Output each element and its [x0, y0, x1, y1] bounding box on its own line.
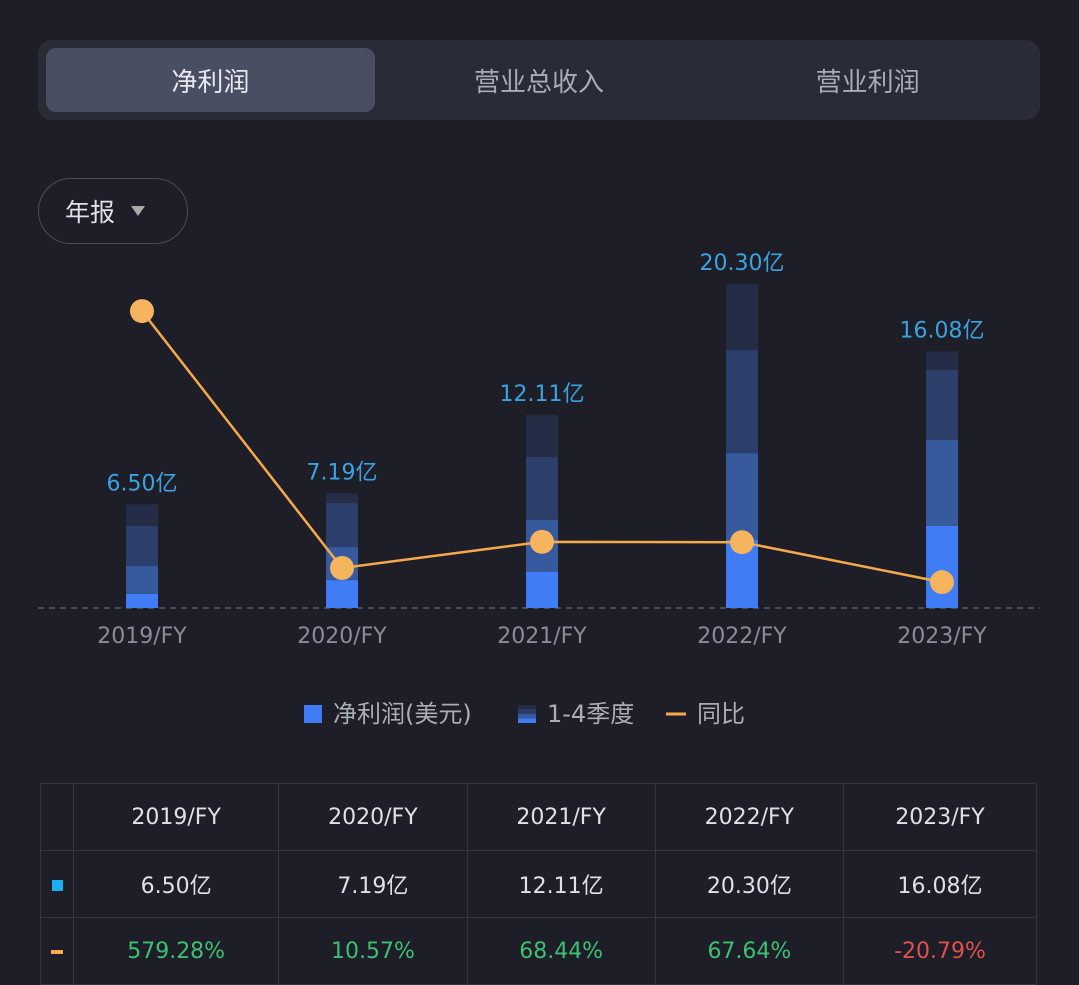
row-icon [51, 879, 63, 891]
x-tick-label: 2022/FY [697, 624, 787, 649]
table-cell: 16.08亿 [843, 850, 1037, 918]
bar-segment [126, 566, 158, 594]
table-row: 579.28% 10.57% 68.44% 67.64% -20.79% [40, 917, 1037, 985]
table-cell: 6.50亿 [72, 850, 280, 918]
data-table: 2019/FY 2020/FY 2021/FY 2022/FY 2023/FY 6.50亿… [40, 783, 1037, 985]
table-icon-cell [40, 850, 74, 918]
bar-segment [926, 439, 958, 526]
tab[interactable]: 营业利润 [815, 67, 920, 98]
bar-segment [126, 593, 158, 608]
table-header-cell: 2021/FY [466, 783, 656, 851]
legend-swatch [518, 709, 536, 714]
table-cell: 10.57% [278, 917, 468, 985]
legend-swatch [518, 705, 536, 710]
tab[interactable]: 营业总收入 [474, 67, 605, 98]
table-header-cell: 2020/FY [278, 783, 468, 851]
legend-swatch [518, 714, 536, 719]
bar-segment [326, 503, 358, 548]
total-label: 12.11亿 [500, 382, 585, 407]
table-cell: 7.19亿 [278, 850, 468, 918]
x-tick-label: 2020/FY [297, 624, 387, 649]
bar-segment [726, 350, 758, 454]
tab[interactable]: 净利润 [46, 48, 375, 112]
x-tick-label: 2019/FY [97, 624, 187, 649]
bar-segment [126, 525, 158, 567]
table-header-cell: 2019/FY [72, 783, 280, 851]
legend-swatch [518, 718, 536, 723]
table-icon-cell [40, 917, 74, 985]
x-tick-label: 2023/FY [897, 624, 987, 649]
x-tick-label: 2021/FY [497, 624, 587, 649]
legend-label: 净利润(美元) [333, 700, 472, 728]
bar-segment [526, 456, 558, 520]
legend: 净利润(美元) 1-4季度 同比 [304, 700, 745, 728]
bar-segment [926, 525, 958, 608]
total-label: 7.19亿 [307, 460, 378, 485]
tab-bar: 净利润 营业总收入 营业利润 [38, 40, 1040, 120]
legend-label: 1-4季度 [547, 700, 634, 728]
table-header-cell: 2023/FY [843, 783, 1037, 851]
yoy-point [930, 570, 954, 595]
legend-label: 同比 [697, 700, 745, 728]
total-label: 6.50亿 [107, 471, 178, 496]
table-header: 2019/FY 2020/FY 2021/FY 2022/FY 2023/FY [40, 783, 1037, 851]
table-header-cell: 2022/FY [654, 783, 845, 851]
table-cell: -20.79% [843, 917, 1037, 985]
bar-segment [326, 580, 358, 608]
total-label: 20.30亿 [700, 251, 785, 276]
dropdown-label: 年报 [65, 198, 116, 227]
yoy-point [130, 299, 154, 324]
table-cell: 67.64% [654, 917, 845, 985]
table-row: 6.50亿 7.19亿 12.11亿 20.30亿 16.08亿 [40, 850, 1037, 918]
table-cell: 68.44% [466, 917, 656, 985]
table-cell: 579.28% [72, 917, 280, 985]
chart: 2019/FY 2020/FY 2021/FY 2022/FY 2023/FY 6.50亿… [38, 251, 1040, 728]
table-cell: 12.11亿 [466, 850, 656, 918]
legend-swatch [304, 705, 322, 723]
period-dropdown[interactable]: 年报 [38, 178, 188, 244]
dropdown-arrow [131, 206, 146, 216]
bar-segment [726, 453, 758, 541]
bar-segment [726, 284, 758, 351]
yoy-point [530, 529, 554, 554]
bar-segment [526, 414, 558, 457]
bar-segment [926, 351, 958, 370]
table-cell [40, 783, 74, 851]
bar-segment [126, 504, 158, 526]
yoy-point [730, 530, 754, 555]
table-cell: 20.30亿 [654, 850, 845, 918]
bar-segment [326, 493, 358, 504]
bar-segment [926, 369, 958, 440]
row-icon [51, 949, 63, 954]
bar-segment [526, 571, 558, 608]
yoy-point [330, 555, 354, 580]
total-label: 16.08亿 [900, 318, 985, 343]
